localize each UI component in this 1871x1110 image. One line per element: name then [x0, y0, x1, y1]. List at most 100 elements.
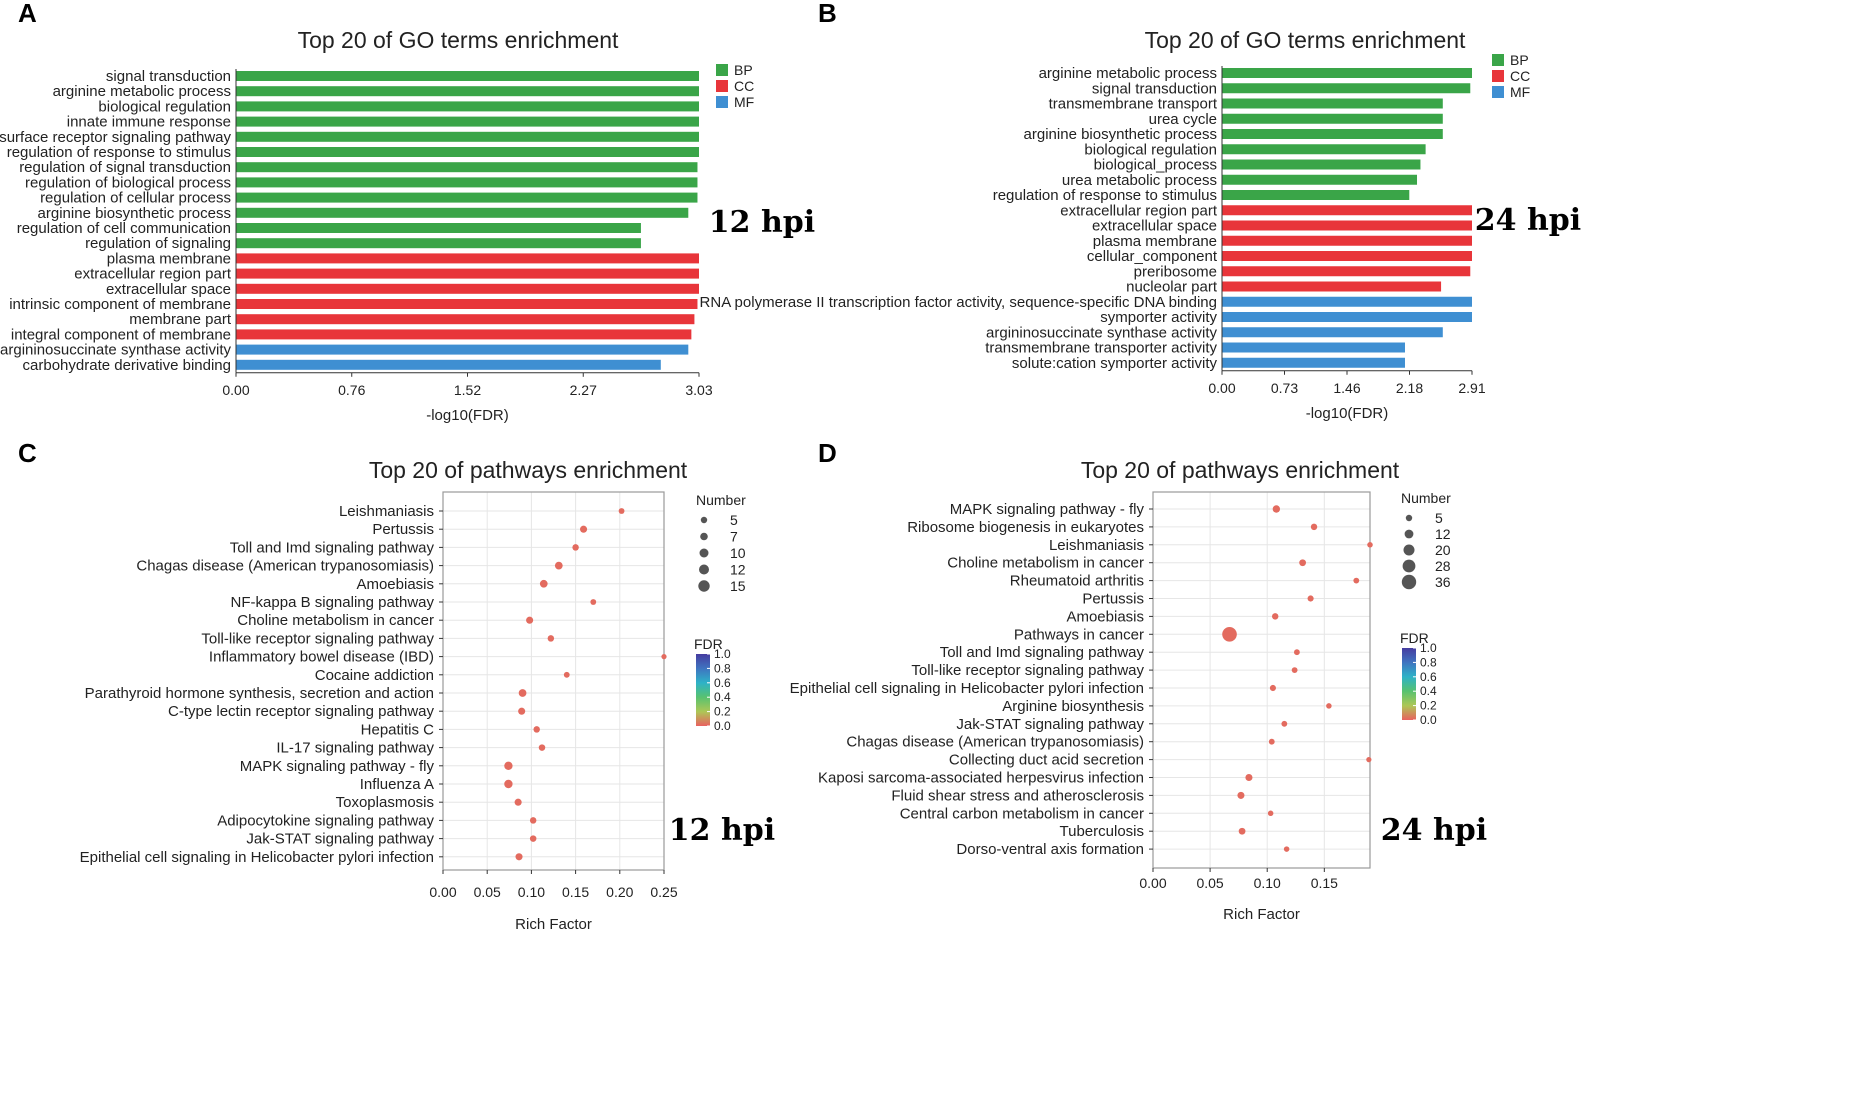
panel-a: A Top 20 of GO terms enrichment signal tra…: [0, 0, 815, 424]
category-label: cell surface receptor signaling pathway: [0, 129, 231, 146]
x-tick-label: 2.91: [1458, 380, 1485, 396]
data-point: [539, 579, 548, 588]
bar: [236, 253, 699, 264]
size-legend-dot: [1404, 529, 1414, 539]
size-legend-label: 10: [730, 545, 746, 561]
category-label: symporter activity: [1100, 309, 1217, 326]
bar: [1222, 144, 1426, 155]
data-point: [572, 544, 579, 551]
category-label: Pathways in cancer: [1014, 626, 1144, 643]
bar: [1222, 174, 1418, 185]
category-label: biological regulation: [1084, 141, 1217, 158]
size-legend-dot: [700, 516, 708, 524]
bar: [1222, 190, 1410, 200]
x-axis-label: -log10(FDR): [1306, 405, 1389, 422]
size-legend-label: 5: [1435, 510, 1443, 526]
data-point: [1222, 627, 1237, 642]
category-label: NF-kappa B signaling pathway: [231, 594, 435, 611]
category-label: Arginine biosynthesis: [1002, 698, 1144, 715]
size-legend-dot: [1405, 514, 1413, 522]
time-annotation: 12 hpi: [669, 813, 775, 848]
category-label: Dorso-ventral axis formation: [956, 841, 1144, 858]
legend-swatch: [1492, 70, 1504, 82]
x-tick-label: 0.15: [562, 884, 589, 900]
color-legend-title: FDR: [694, 636, 723, 652]
category-label: C-type lectin receptor signaling pathway: [168, 703, 434, 720]
x-tick-label: 0.73: [1271, 380, 1298, 396]
category-label: cellular_component: [1087, 248, 1218, 265]
x-axis-label: -log10(FDR): [426, 407, 509, 424]
size-legend-dot: [1401, 574, 1417, 590]
category-label: extracellular space: [106, 281, 231, 298]
colorbar-tick-label: 0.0: [714, 719, 731, 733]
category-label: Choline metabolism in cancer: [947, 555, 1144, 572]
x-tick-label: 0.05: [474, 884, 501, 900]
data-point: [554, 561, 563, 570]
x-tick-label: 3.03: [685, 382, 712, 398]
bar: [236, 207, 689, 218]
bar: [236, 147, 699, 157]
bar: [1222, 296, 1472, 307]
x-tick-label: 0.20: [606, 884, 633, 900]
category-label: Ribosome biogenesis in eukaryotes: [907, 519, 1144, 536]
bar: [1222, 266, 1471, 277]
data-point: [1326, 703, 1332, 709]
bar: [1222, 98, 1443, 109]
chart-title: Top 20 of pathways enrichment: [369, 457, 688, 483]
colorbar-tick-label: 0.2: [1420, 699, 1437, 713]
legend-label: CC: [1510, 68, 1530, 84]
category-label: Cocaine addiction: [315, 667, 434, 684]
panel-letter: A: [18, 0, 37, 28]
bar: [1222, 113, 1443, 124]
legend-swatch: [1492, 54, 1504, 66]
size-legend-dot: [1403, 544, 1415, 556]
panel-b: B Top 20 of GO terms enrichment arginine m…: [700, 0, 1582, 422]
colorbar-tick-label: 0.4: [714, 690, 731, 704]
legend-label: MF: [1510, 84, 1530, 100]
bar: [236, 344, 689, 355]
bar: [236, 86, 699, 97]
bar: [236, 238, 641, 249]
category-label: regulation of signaling: [85, 235, 231, 252]
data-point: [1353, 577, 1360, 584]
bar: [1222, 68, 1472, 78]
category-label: Amoebiasis: [1066, 608, 1144, 625]
data-point: [504, 761, 513, 770]
colorbar-tick-label: 0.0: [1420, 713, 1437, 727]
chart-title: Top 20 of GO terms enrichment: [298, 27, 619, 53]
category-label: Central carbon metabolism in cancer: [900, 805, 1144, 822]
panel-letter: B: [818, 0, 837, 28]
category-label: Rheumatoid arthritis: [1010, 573, 1144, 590]
x-tick-label: 2.18: [1396, 380, 1423, 396]
category-label: Parathyroid hormone synthesis, secretion…: [85, 685, 434, 702]
bar: [1222, 235, 1472, 246]
category-label: Pertussis: [1082, 591, 1144, 608]
category-label: MAPK signaling pathway - fly: [950, 501, 1145, 518]
size-legend-dot: [699, 564, 709, 575]
category-label: extracellular region part: [74, 266, 232, 283]
category-label: integral component of membrane: [11, 326, 231, 343]
panel-letter: D: [818, 438, 837, 468]
plot-frame: [1152, 491, 1371, 869]
fdr-colorbar: [1402, 648, 1416, 720]
colorbar-tick-label: 0.6: [714, 676, 731, 690]
category-label: urea metabolic process: [1062, 172, 1217, 189]
category-label: solute:cation symporter activity: [1012, 355, 1218, 372]
category-label: plasma membrane: [1093, 233, 1217, 250]
category-label: regulation of response to stimulus: [993, 187, 1217, 204]
bar: [236, 223, 641, 233]
x-axis-label: Rich Factor: [515, 916, 592, 933]
data-point: [1310, 523, 1318, 531]
category-label: Fluid shear stress and atherosclerosis: [891, 787, 1144, 804]
legend-label: MF: [734, 94, 754, 110]
bar: [236, 283, 699, 294]
bar: [1222, 327, 1443, 338]
category-label: Amoebiasis: [356, 576, 434, 593]
category-label: MAPK signaling pathway - fly: [240, 758, 435, 775]
category-label: arginine metabolic process: [53, 83, 231, 100]
category-label: Influenza A: [360, 776, 434, 793]
category-label: carbohydrate derivative binding: [23, 357, 231, 374]
bar: [1222, 281, 1442, 292]
category-label: Toxoplasmosis: [336, 794, 434, 811]
data-point: [618, 508, 625, 514]
